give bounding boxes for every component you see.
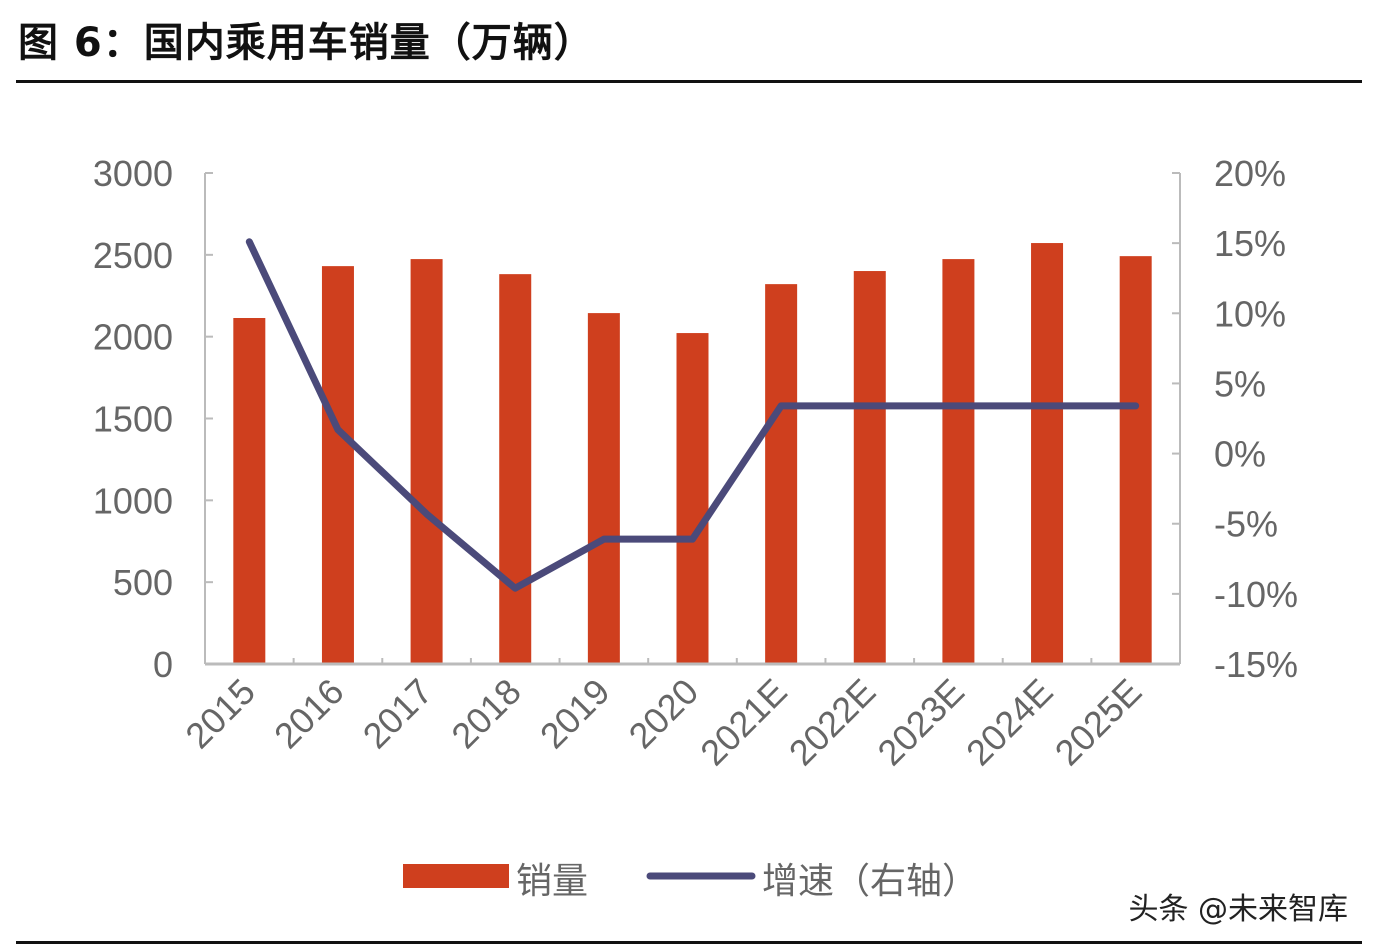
x-tick-label: 2017	[355, 671, 441, 757]
x-tick-label: 2019	[532, 671, 618, 757]
legend-bar-label: 销量	[516, 861, 588, 902]
bar-2025E	[1119, 256, 1152, 664]
bar-2018	[499, 274, 532, 664]
left-tick-label: 500	[113, 562, 173, 603]
x-tick-label: 2015	[177, 671, 263, 757]
left-tick-label: 1000	[93, 480, 173, 521]
x-tick-label: 2018	[443, 671, 529, 757]
right-tick-label: 15%	[1214, 223, 1286, 264]
left-tick-label: 2500	[93, 235, 173, 276]
bar-2022E	[853, 271, 886, 664]
right-tick-label: -5%	[1214, 504, 1278, 545]
x-tick-label: 2023E	[869, 671, 972, 774]
bar-2019	[587, 313, 620, 664]
right-tick-label: 0%	[1214, 434, 1266, 475]
left-tick-label: 1500	[93, 399, 173, 440]
x-tick-label: 2016	[266, 671, 352, 757]
right-tick-label: -15%	[1214, 644, 1298, 685]
left-tick-label: 2000	[93, 317, 173, 358]
watermark: 头条 @未来智库	[1128, 892, 1348, 927]
x-tick-label: 2025E	[1047, 671, 1150, 774]
legend-line-label: 增速（右轴）	[762, 861, 978, 902]
legend-bar-swatch	[403, 864, 509, 888]
top-rule	[16, 80, 1362, 83]
left-tick-label: 0	[153, 644, 173, 685]
x-tick-label: 2021E	[692, 671, 795, 774]
chart-title: 图 6：国内乘用车销量（万辆）	[18, 20, 595, 66]
left-tick-label: 3000	[93, 153, 173, 194]
x-tick-label: 2022E	[781, 671, 884, 774]
bar-2023E	[942, 259, 975, 664]
bottom-rule	[16, 941, 1362, 944]
right-tick-label: 10%	[1214, 293, 1286, 334]
bar-2024E	[1031, 243, 1064, 665]
bar-2017	[410, 259, 443, 664]
bar-2015	[233, 318, 266, 664]
bar-2020	[676, 333, 709, 664]
x-tick-label: 2024E	[958, 671, 1061, 774]
right-tick-label: 5%	[1214, 363, 1266, 404]
right-tick-label: -10%	[1214, 574, 1298, 615]
bar-2016	[321, 266, 354, 664]
right-tick-label: 20%	[1214, 153, 1286, 194]
bar-2021E	[765, 284, 798, 664]
